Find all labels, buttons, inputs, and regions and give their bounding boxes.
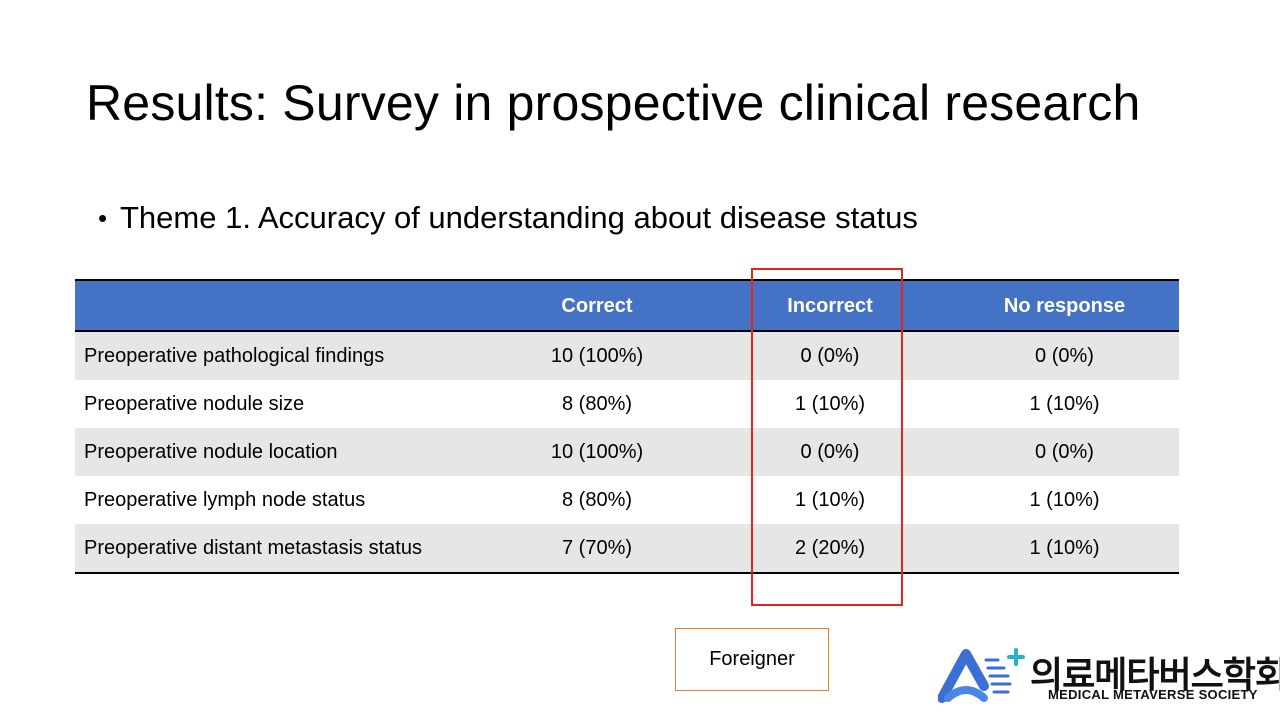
foreigner-note-text: Foreigner	[709, 648, 795, 670]
table-row: Preoperative pathological findings 10 (1…	[75, 331, 1179, 380]
cell-incorrect: 1 (10%)	[794, 392, 866, 415]
row-label: Preoperative nodule size	[84, 392, 305, 415]
table-row: Preoperative distant metastasis status 7…	[75, 524, 1179, 574]
row-label: Preoperative pathological findings	[84, 344, 385, 367]
cell-no-response: 1 (10%)	[950, 524, 1179, 574]
cell-incorrect: 0 (0%)	[800, 440, 860, 463]
cell-correct: 8 (80%)	[561, 488, 633, 511]
bullet-text: Theme 1. Accuracy of understanding about…	[120, 200, 918, 235]
cell-incorrect: 2 (20%)	[710, 524, 950, 574]
header-incorrect: Incorrect	[710, 279, 950, 332]
logo-text-english: MEDICAL METAVERSE SOCIETY	[1048, 687, 1258, 702]
slide-title: Results: Survey in prospective clinical …	[86, 75, 1141, 131]
society-logo: 의료메타버스학회 MEDICAL METAVERSE SOCIETY	[938, 646, 1280, 708]
cell-no-response: 0 (0%)	[1035, 344, 1094, 367]
row-label: Preoperative lymph node status	[84, 488, 366, 511]
cell-incorrect: 0 (0%)	[800, 344, 860, 367]
header-no-response: No response	[950, 279, 1179, 332]
table-row: Preoperative lymph node status 8 (80%) 1…	[75, 476, 1179, 524]
cell-no-response: 1 (10%)	[1029, 392, 1100, 415]
cell-correct: 7 (70%)	[484, 524, 710, 574]
row-label: Preoperative distant metastasis status	[75, 524, 484, 574]
table-header-row: Correct Incorrect No response	[75, 279, 1179, 332]
cell-no-response: 1 (10%)	[1029, 488, 1100, 511]
results-table: Correct Incorrect No response Preoperati…	[75, 279, 1179, 574]
cell-correct: 10 (100%)	[550, 440, 644, 463]
bullet-dot-icon: •	[98, 202, 108, 233]
cell-incorrect: 1 (10%)	[794, 488, 866, 511]
table-row: Preoperative nodule location 10 (100%) 0…	[75, 428, 1179, 476]
header-empty	[75, 279, 484, 332]
row-label: Preoperative nodule location	[84, 440, 338, 463]
header-correct: Correct	[484, 279, 710, 332]
medical-metaverse-logo-icon	[938, 648, 1025, 703]
bullet-theme: • Theme 1. Accuracy of understanding abo…	[98, 200, 918, 236]
cell-no-response: 0 (0%)	[1035, 440, 1094, 463]
table-row: Preoperative nodule size 8 (80%) 1 (10%)…	[75, 380, 1179, 428]
cell-correct: 10 (100%)	[550, 344, 644, 367]
foreigner-note: Foreigner	[675, 628, 829, 691]
logo-text-korean: 의료메타버스학회	[1030, 655, 1280, 696]
cell-correct: 8 (80%)	[561, 392, 633, 415]
